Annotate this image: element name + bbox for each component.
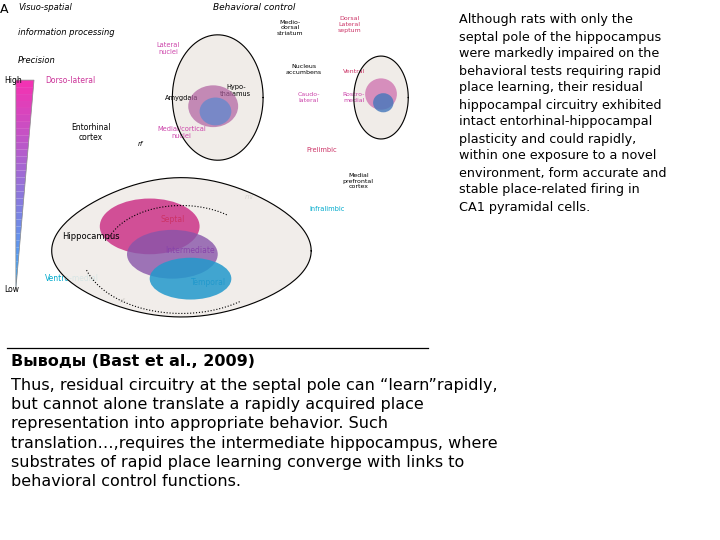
Text: Infralimbic: Infralimbic (309, 206, 344, 212)
Polygon shape (52, 178, 311, 317)
Text: Septal: Septal (160, 215, 184, 224)
Polygon shape (16, 122, 30, 129)
Text: Nucleus
accumbens: Nucleus accumbens (286, 64, 322, 75)
Text: Low: Low (4, 285, 19, 294)
Ellipse shape (100, 199, 199, 254)
Text: Hypo-
thalamus: Hypo- thalamus (220, 84, 251, 97)
Text: Rostro-
medial: Rostro- medial (343, 92, 365, 103)
Text: Lateral
nuclei: Lateral nuclei (156, 42, 179, 55)
Polygon shape (16, 219, 22, 226)
Ellipse shape (188, 85, 238, 127)
Text: Amygdala: Amygdala (165, 94, 198, 100)
Text: Thus, residual circuitry at the septal pole can “learn”rapidly,
but cannot alone: Thus, residual circuitry at the septal p… (11, 378, 498, 489)
Polygon shape (16, 199, 24, 206)
Polygon shape (16, 101, 32, 108)
Polygon shape (16, 80, 34, 87)
Polygon shape (16, 178, 25, 185)
Ellipse shape (127, 230, 217, 279)
Polygon shape (16, 275, 17, 282)
Ellipse shape (150, 258, 231, 300)
Polygon shape (16, 164, 27, 171)
Polygon shape (16, 268, 18, 275)
Text: Visuo-spatial: Visuo-spatial (18, 3, 72, 12)
Text: Medio-
dorsal
striatum: Medio- dorsal striatum (277, 19, 304, 36)
Text: Ventral: Ventral (343, 69, 365, 74)
Text: Intermediate: Intermediate (166, 246, 215, 255)
Ellipse shape (365, 78, 397, 110)
Polygon shape (16, 185, 25, 192)
Polygon shape (16, 233, 21, 240)
Polygon shape (16, 87, 33, 94)
Text: Precision: Precision (18, 56, 56, 65)
Polygon shape (16, 261, 18, 268)
Text: Выводы (Bast et al., 2009): Выводы (Bast et al., 2009) (11, 354, 255, 369)
Text: Dorsal
Lateral
septum: Dorsal Lateral septum (338, 16, 361, 33)
Polygon shape (16, 150, 28, 157)
Text: Behavioral control: Behavioral control (213, 3, 295, 12)
Polygon shape (16, 226, 22, 233)
Text: Prelimbic: Prelimbic (307, 147, 338, 153)
Polygon shape (16, 143, 29, 150)
Polygon shape (16, 136, 30, 143)
Text: Ventro-medial: Ventro-medial (45, 274, 99, 283)
Text: Medial
prefrontal
cortex: Medial prefrontal cortex (343, 173, 374, 190)
Ellipse shape (199, 98, 231, 125)
Text: rf: rf (138, 141, 143, 147)
Text: Dorso-lateral: Dorso-lateral (45, 76, 96, 85)
Polygon shape (16, 129, 30, 136)
Text: Entorhinal
cortex: Entorhinal cortex (71, 123, 110, 142)
Text: Medial/cortical
nuclei: Medial/cortical nuclei (157, 126, 206, 139)
Polygon shape (16, 108, 32, 115)
Text: rf: rf (120, 298, 125, 304)
Text: A: A (0, 3, 9, 17)
Polygon shape (16, 254, 19, 261)
Polygon shape (16, 240, 20, 247)
Polygon shape (16, 212, 22, 219)
Ellipse shape (373, 93, 394, 112)
Polygon shape (16, 115, 31, 122)
Text: Hippocampus: Hippocampus (62, 232, 120, 241)
Polygon shape (16, 192, 24, 199)
Text: High: High (4, 76, 22, 85)
Polygon shape (172, 35, 263, 160)
Text: information processing: information processing (18, 28, 114, 37)
Polygon shape (16, 247, 19, 254)
Polygon shape (16, 171, 26, 178)
Text: Caudo-
lateral: Caudo- lateral (297, 92, 320, 103)
Text: Although rats with only the
septal pole of the hippocampus
were markedly impaire: Although rats with only the septal pole … (459, 14, 667, 213)
Text: ml: ml (245, 193, 254, 200)
Polygon shape (16, 157, 27, 164)
Text: Temporal: Temporal (191, 278, 226, 287)
Polygon shape (16, 94, 33, 101)
Polygon shape (354, 56, 408, 139)
Polygon shape (16, 206, 23, 212)
